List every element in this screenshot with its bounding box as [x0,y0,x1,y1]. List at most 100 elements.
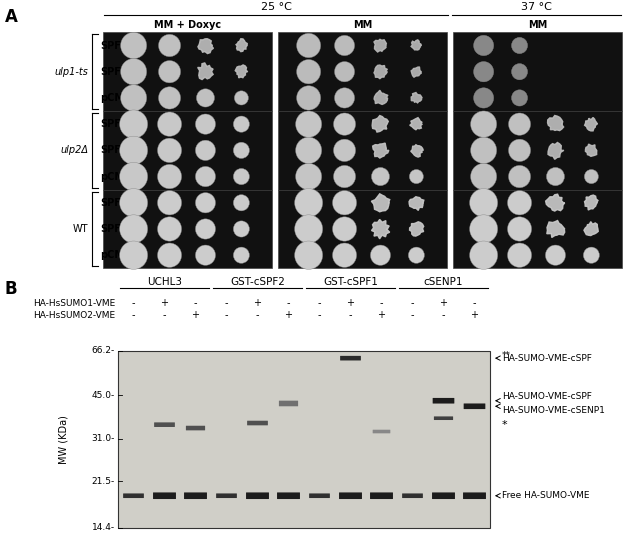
Circle shape [119,110,148,138]
Circle shape [196,140,216,160]
Bar [118,457,490,466]
Polygon shape [584,117,598,131]
Circle shape [332,217,356,241]
Polygon shape [411,40,421,50]
Circle shape [294,241,322,270]
Circle shape [158,243,181,267]
Circle shape [158,165,181,189]
Circle shape [119,241,148,270]
Text: HA-HsSUMO2-VME: HA-HsSUMO2-VME [33,311,115,320]
Text: pCM190: pCM190 [100,250,144,260]
Bar [118,421,490,430]
Polygon shape [548,143,564,159]
Text: -: - [225,310,228,321]
Polygon shape [374,39,386,52]
Circle shape [511,64,528,80]
Text: -: - [132,310,135,321]
Circle shape [159,34,181,57]
Text: -: - [380,299,383,308]
Text: SPF1: SPF1 [100,66,127,77]
Bar [118,440,490,448]
FancyBboxPatch shape [216,494,237,498]
Polygon shape [546,194,564,211]
Polygon shape [409,197,424,211]
Text: 37 °C: 37 °C [521,2,552,12]
FancyBboxPatch shape [432,493,455,499]
FancyBboxPatch shape [247,421,268,426]
Text: HA-SUMO-VME-cSENP1: HA-SUMO-VME-cSENP1 [502,406,605,415]
Circle shape [233,142,249,159]
Circle shape [196,192,216,213]
Text: ulp2Δ: ulp2Δ [60,145,88,155]
Text: MM: MM [353,20,372,31]
Circle shape [294,189,322,217]
Text: ulp1-ts: ulp1-ts [54,66,88,77]
Text: pCM190: pCM190 [100,93,144,103]
Text: -: - [256,310,259,321]
Circle shape [469,241,498,270]
Text: WT: WT [72,224,88,234]
Circle shape [511,38,528,54]
Circle shape [196,114,216,134]
Polygon shape [372,143,389,158]
Polygon shape [547,220,565,237]
FancyBboxPatch shape [246,493,269,499]
Circle shape [233,195,249,211]
Circle shape [233,247,249,263]
Polygon shape [198,39,214,54]
Circle shape [474,62,494,82]
Circle shape [474,88,494,108]
Bar [118,404,490,413]
Circle shape [159,87,181,109]
Bar [118,510,490,519]
Bar [118,466,490,475]
Circle shape [509,166,531,188]
Text: -: - [472,299,476,308]
Circle shape [234,91,248,105]
Text: SPF2: SPF2 [100,119,127,129]
FancyBboxPatch shape [153,493,176,499]
Circle shape [296,137,322,163]
Circle shape [121,32,147,58]
Text: HA-SUMO-VME-cSPF: HA-SUMO-VME-cSPF [502,392,592,401]
Text: SPF1: SPF1 [100,224,127,234]
Polygon shape [409,222,424,236]
Text: B: B [5,280,18,299]
Circle shape [296,163,322,190]
Circle shape [119,136,148,165]
Bar [118,368,490,377]
Circle shape [508,217,531,241]
Circle shape [158,217,181,241]
Text: 66.2-: 66.2- [92,346,115,355]
Circle shape [297,59,321,84]
Text: -: - [318,299,321,308]
Bar [118,519,490,528]
Text: SPF1: SPF1 [100,145,127,155]
Circle shape [196,245,216,265]
Circle shape [471,111,497,137]
Text: -: - [162,310,166,321]
Text: 31.0-: 31.0- [92,434,115,443]
Circle shape [158,138,181,162]
Polygon shape [371,194,390,212]
Text: -: - [411,299,414,308]
Text: 25 °C: 25 °C [261,2,291,12]
Polygon shape [235,65,248,78]
Bar [118,448,490,457]
Text: 21.5-: 21.5- [92,477,115,486]
Text: -: - [411,310,414,321]
Circle shape [296,111,322,137]
Circle shape [332,191,356,215]
Circle shape [584,169,598,184]
FancyBboxPatch shape [186,426,205,430]
Bar [118,430,490,440]
Circle shape [233,221,249,237]
Circle shape [297,86,321,110]
Circle shape [508,243,531,267]
Text: 45.0-: 45.0- [92,391,115,400]
Bar [118,395,490,404]
Bar [118,351,490,360]
Bar [118,351,490,528]
Circle shape [334,62,354,82]
Text: MW (KDa): MW (KDa) [58,415,68,464]
